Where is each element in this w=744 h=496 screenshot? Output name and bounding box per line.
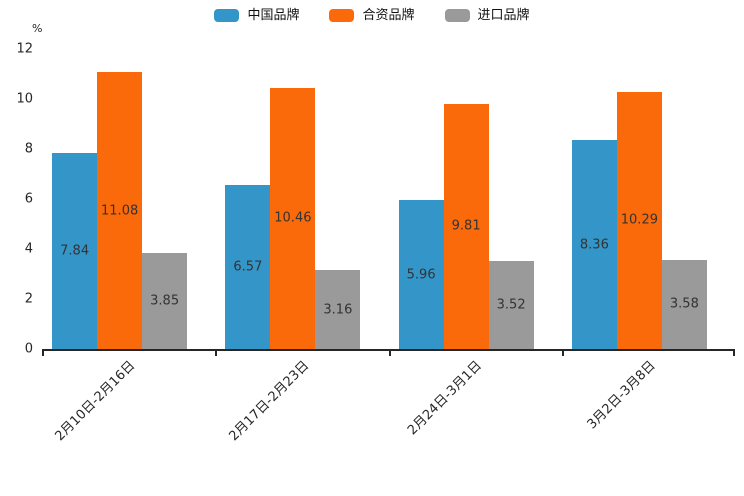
legend-label: 合资品牌 bbox=[362, 8, 415, 23]
legend-item: 进口品牌 bbox=[444, 8, 530, 23]
legend-swatch-icon bbox=[444, 9, 470, 22]
x-axis-tick bbox=[733, 349, 735, 356]
bar-series-1: 10.29 bbox=[616, 91, 662, 349]
legend-item: 合资品牌 bbox=[329, 8, 415, 23]
bar-value-label: 9.81 bbox=[451, 218, 481, 234]
legend-swatch-icon bbox=[214, 9, 240, 22]
x-axis-tick bbox=[215, 349, 218, 356]
plot-area: 0 2 4 6 8 10 12 2月10日-2月16日 2月17日-2月23日 2月24日-3月1… bbox=[16, 43, 735, 444]
x-axis-label: 2月17日-2月23日 bbox=[225, 358, 312, 445]
x-axis-tick bbox=[388, 349, 391, 356]
legend-label: 中国品牌 bbox=[247, 8, 300, 23]
y-tick-label: 4 bbox=[24, 241, 33, 257]
legend: 中国品牌 合资品牌 进口品牌 bbox=[0, 9, 744, 22]
bar-value-label: 7.84 bbox=[60, 243, 90, 259]
y-tick-label: 8 bbox=[24, 141, 33, 157]
x-axis-label: 2月24日-3月1日 bbox=[405, 358, 486, 439]
legend-item: 中国品牌 bbox=[214, 9, 299, 22]
bar-value-label: 8.36 bbox=[579, 237, 609, 252]
y-tick-label: 0 bbox=[24, 341, 33, 357]
bar-series-1: 11.08 bbox=[97, 72, 143, 349]
bar-series-1: 10.46 bbox=[270, 87, 316, 349]
bar-groups: 7.84 11.08 3.85 6.57 10.46 3.16 5.96 9.81 3.52 8.… bbox=[42, 49, 735, 349]
bar-group: 5.96 9.81 3.52 bbox=[380, 49, 553, 349]
bar-value-label: 11.08 bbox=[101, 203, 139, 218]
bar-value-label: 3.52 bbox=[496, 297, 526, 313]
x-axis-label: 3月2日-3月8日 bbox=[584, 358, 659, 433]
bar-series-2: 3.58 bbox=[661, 259, 707, 349]
x-axis-label: 2月10日-2月16日 bbox=[52, 358, 139, 445]
bar-group: 6.57 10.46 3.16 bbox=[206, 49, 379, 349]
bar-group: 7.84 11.08 3.85 bbox=[33, 49, 206, 349]
bar-value-label: 6.57 bbox=[233, 259, 263, 275]
legend-swatch-icon bbox=[329, 9, 355, 22]
bar-series-0: 6.57 bbox=[225, 184, 271, 349]
y-tick-label: 2 bbox=[24, 291, 33, 307]
bar-series-2: 3.85 bbox=[142, 252, 188, 349]
bar-group: 8.36 10.29 3.58 bbox=[553, 49, 726, 349]
y-axis-unit-label: % bbox=[32, 22, 43, 35]
bar-series-0: 8.36 bbox=[571, 140, 617, 349]
bar-value-label: 3.16 bbox=[323, 302, 353, 317]
bar-series-0: 7.84 bbox=[52, 153, 98, 349]
bar-series-2: 3.16 bbox=[315, 270, 361, 349]
bar-value-label: 5.96 bbox=[406, 267, 436, 282]
bar-series-2: 3.52 bbox=[488, 261, 534, 349]
bar-value-label: 10.29 bbox=[620, 212, 658, 228]
x-axis-tick bbox=[42, 349, 44, 356]
bar-value-label: 10.46 bbox=[274, 210, 312, 226]
bar-series-1: 9.81 bbox=[443, 103, 489, 349]
bar-value-label: 3.85 bbox=[150, 293, 180, 309]
bar-series-0: 5.96 bbox=[398, 200, 444, 349]
y-tick-label: 10 bbox=[16, 91, 33, 107]
x-axis-tick bbox=[561, 349, 564, 356]
y-tick-label: 12 bbox=[16, 41, 33, 57]
legend-label: 进口品牌 bbox=[477, 8, 530, 23]
bar-value-label: 3.58 bbox=[669, 296, 699, 312]
y-tick-label: 6 bbox=[24, 191, 33, 207]
